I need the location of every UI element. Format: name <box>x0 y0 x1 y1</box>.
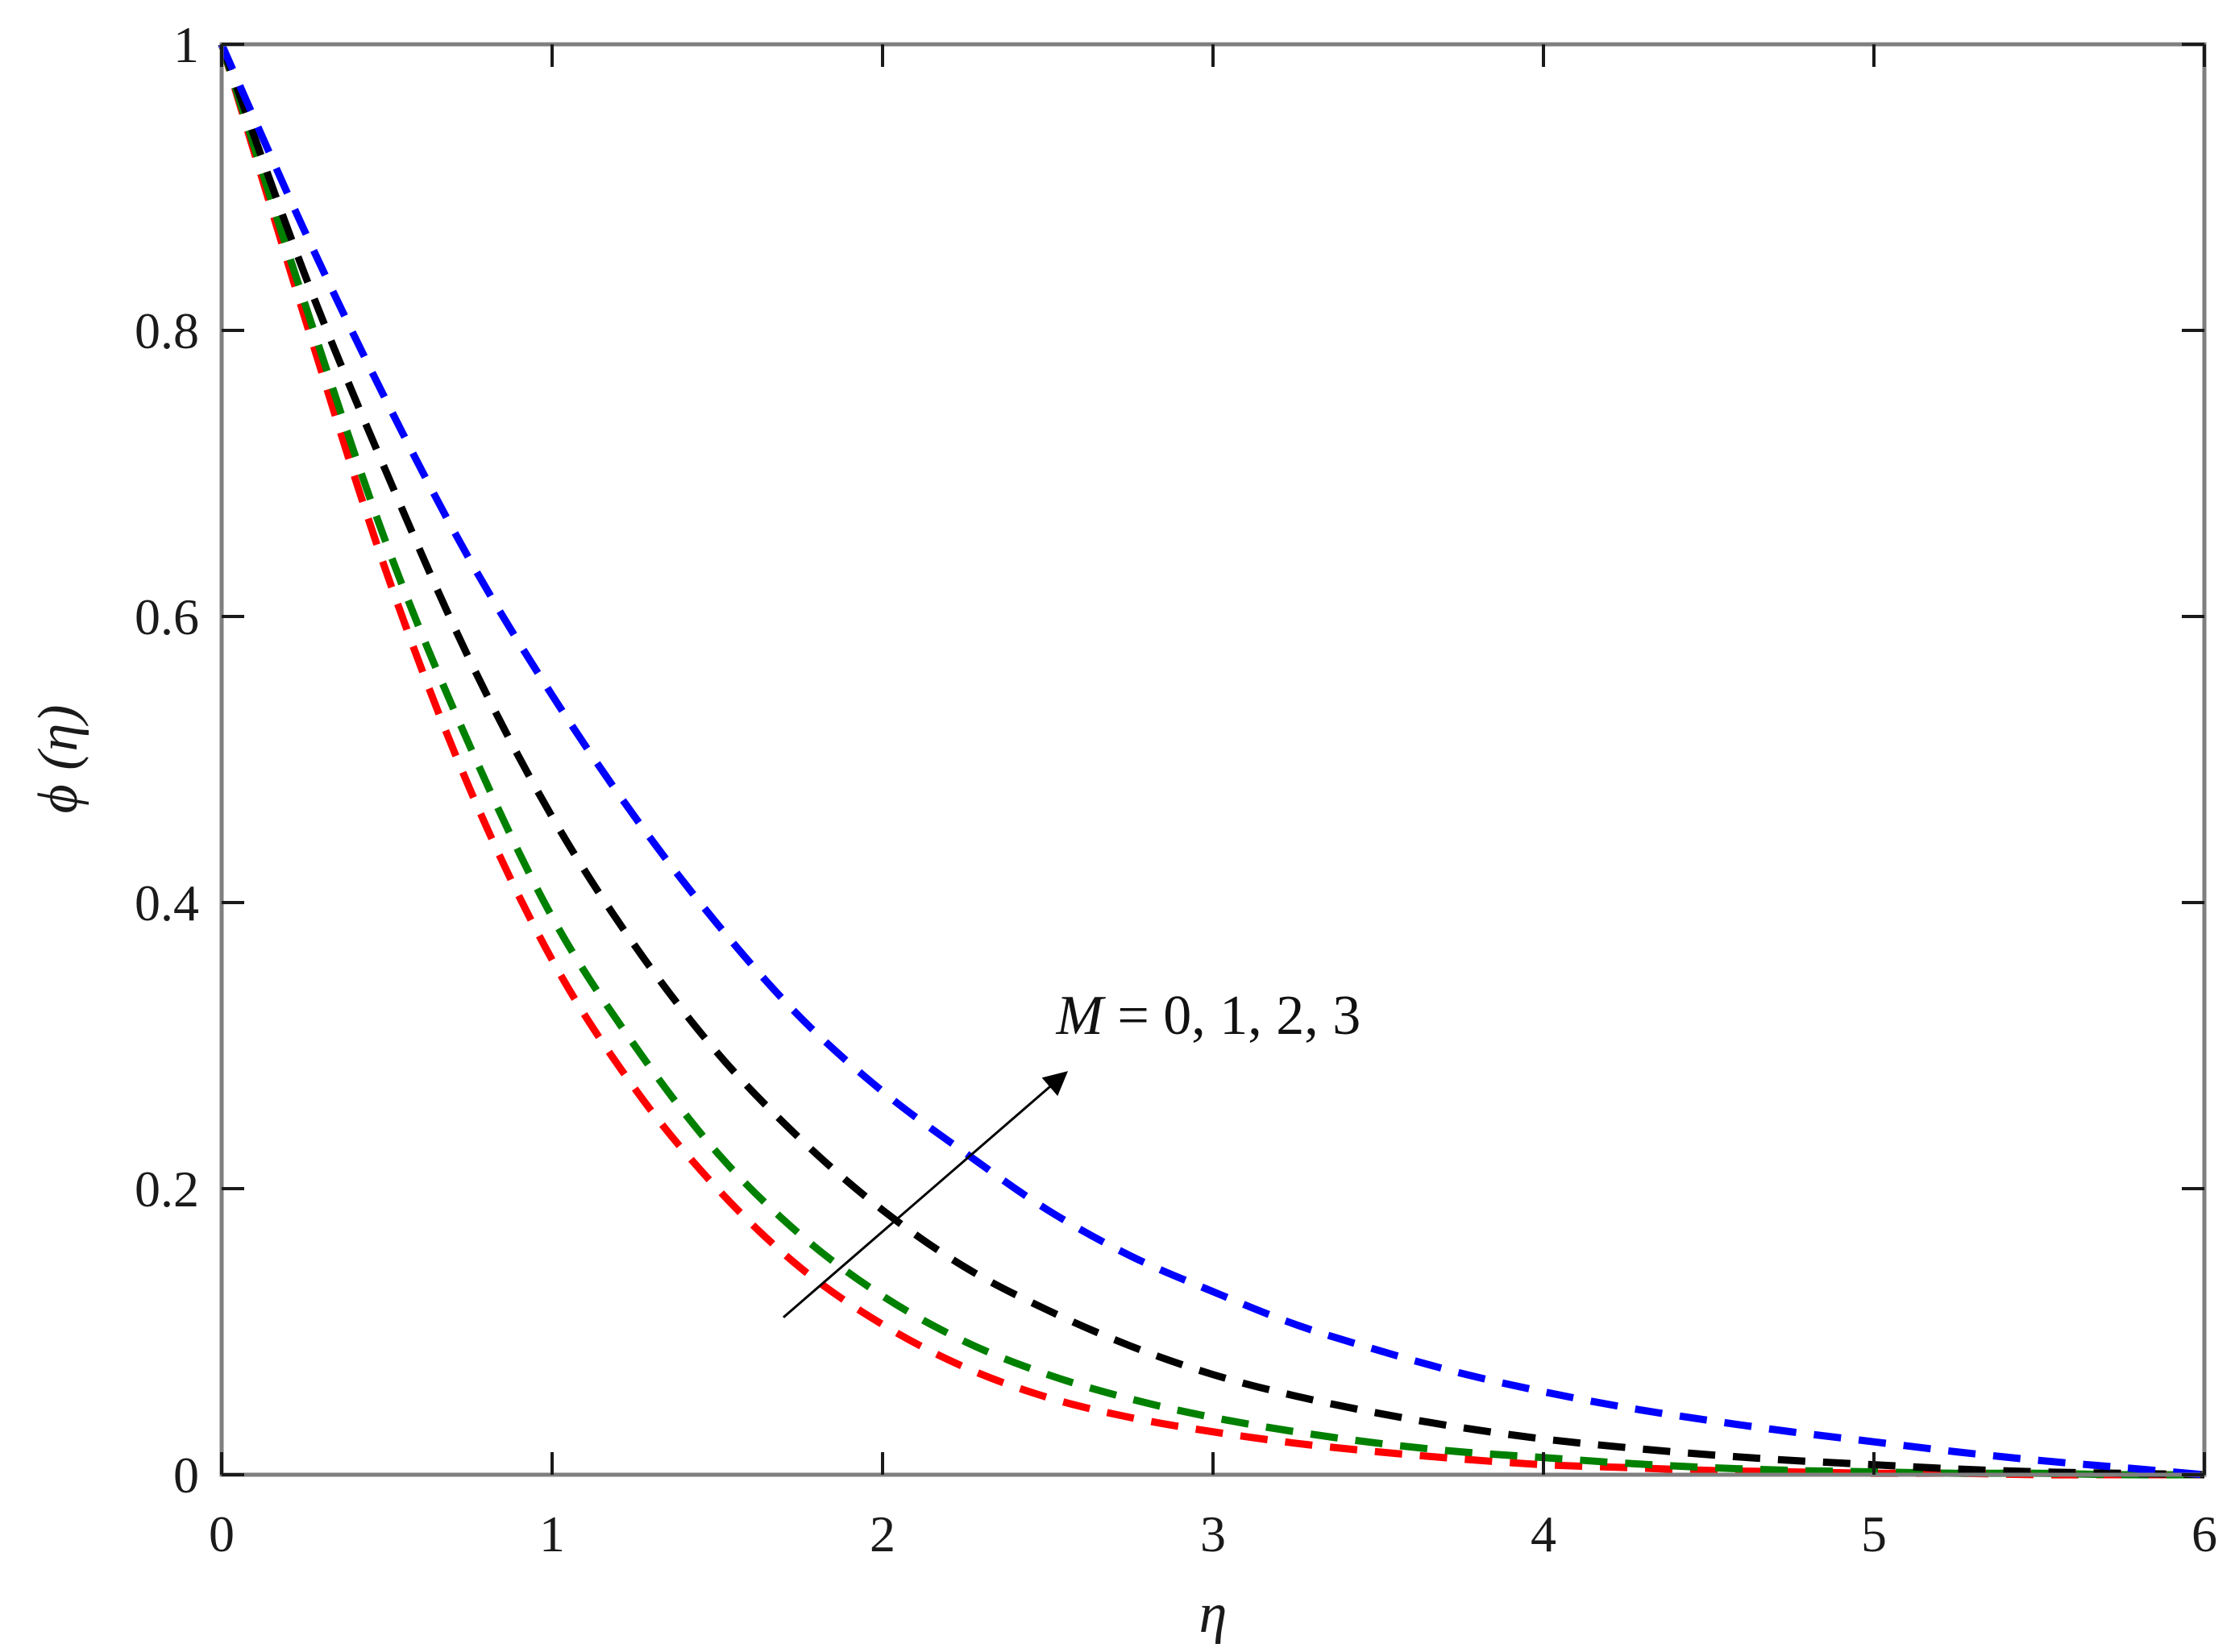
plot-area-background <box>222 44 2204 1475</box>
y-tick-label: 0.4 <box>135 874 199 932</box>
x-tick-label: 6 <box>2191 1505 2217 1563</box>
y-tick-label: 0 <box>173 1447 199 1504</box>
y-axis-label: ϕ (η) <box>27 704 89 813</box>
annotation-layer: M = 0, 1, 2, 3 <box>783 985 1361 1318</box>
x-axis-label: η <box>1199 1583 1228 1645</box>
y-tick-label: 1 <box>173 16 199 73</box>
series-line-4 <box>218 43 2205 1479</box>
series-line-3 <box>218 43 2205 1479</box>
y-tick-label: 0.2 <box>135 1160 199 1218</box>
x-tick-label: 3 <box>1200 1505 1226 1563</box>
x-tick-label: 0 <box>209 1505 235 1563</box>
x-tick-label: 5 <box>1861 1505 1887 1563</box>
ticks-layer: 0 1 2 3 4 5 6 0 0.2 0.4 0.6 0.8 1 <box>135 16 2217 1563</box>
annotation-label: M = 0, 1, 2, 3 <box>1056 985 1361 1047</box>
x-tick-label: 2 <box>870 1505 895 1563</box>
x-tick-label: 1 <box>539 1505 565 1563</box>
y-tick-label: 0.8 <box>135 302 199 359</box>
y-tick-label: 0.6 <box>135 588 199 645</box>
annotation-arrow <box>783 1071 1069 1318</box>
series-line-2 <box>218 43 2205 1479</box>
x-tick-label: 4 <box>1531 1505 1556 1563</box>
